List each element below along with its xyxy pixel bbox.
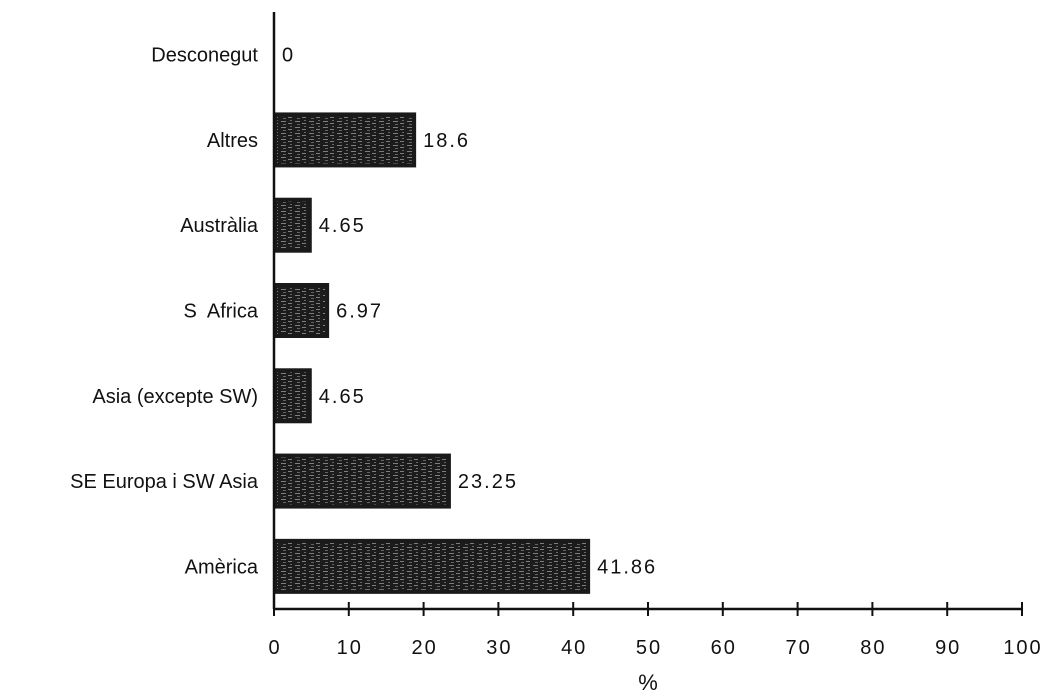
value-label-australia: 4.65 — [319, 215, 366, 237]
category-label-asia-excepte-sw: Asia (excepte SW) — [92, 386, 258, 408]
value-label-s-africa: 6.97 — [336, 301, 383, 323]
bar-s-africa — [273, 283, 330, 338]
x-tick-label-0: 0 — [268, 637, 281, 659]
value-label-america: 41.86 — [597, 556, 657, 578]
value-label-altres: 18.6 — [423, 130, 470, 152]
category-labels-group: Amèrica SE Europa i SW Asia Asia (excepte … — [70, 45, 259, 579]
bar-se-europa-i-sw-asia — [273, 453, 451, 509]
x-tick-label-60: 60 — [711, 637, 737, 659]
x-tick-label-100: 100 — [1003, 637, 1042, 659]
x-tick-label-30: 30 — [486, 637, 512, 659]
bar-asia-excepte-sw — [273, 368, 312, 424]
x-tick-label-10: 10 — [337, 637, 363, 659]
category-label-america: Amèrica — [185, 556, 259, 578]
bar-australia — [273, 197, 312, 253]
x-tick-label-90: 90 — [935, 637, 961, 659]
category-label-se-europa-i-sw-asia: SE Europa i SW Asia — [70, 471, 259, 493]
bar-america — [273, 538, 591, 594]
bar-altres — [273, 112, 417, 168]
category-label-desconegut: Desconegut — [151, 45, 258, 67]
category-label-australia: Austràlia — [180, 215, 259, 237]
x-axis: 0 10 20 30 40 50 60 70 80 90 100 — [268, 602, 1042, 659]
x-tick-label-70: 70 — [785, 637, 811, 659]
x-tick-label-50: 50 — [636, 637, 662, 659]
x-tick-label-80: 80 — [860, 637, 886, 659]
category-label-altres: Altres — [207, 130, 258, 152]
x-tick-label-40: 40 — [561, 637, 587, 659]
category-label-s-africa: S Africa — [184, 301, 259, 323]
value-label-asia-excepte-sw: 4.65 — [319, 386, 366, 408]
value-label-se-europa-i-sw-asia: 23.25 — [458, 471, 518, 493]
value-labels-group: 41.86 23.25 4.65 6.97 4.65 18.6 0 — [282, 45, 657, 579]
bars-group — [273, 112, 591, 594]
x-tick-label-20: 20 — [411, 637, 437, 659]
value-label-desconegut: 0 — [282, 45, 295, 67]
x-axis-title: % — [638, 670, 658, 695]
